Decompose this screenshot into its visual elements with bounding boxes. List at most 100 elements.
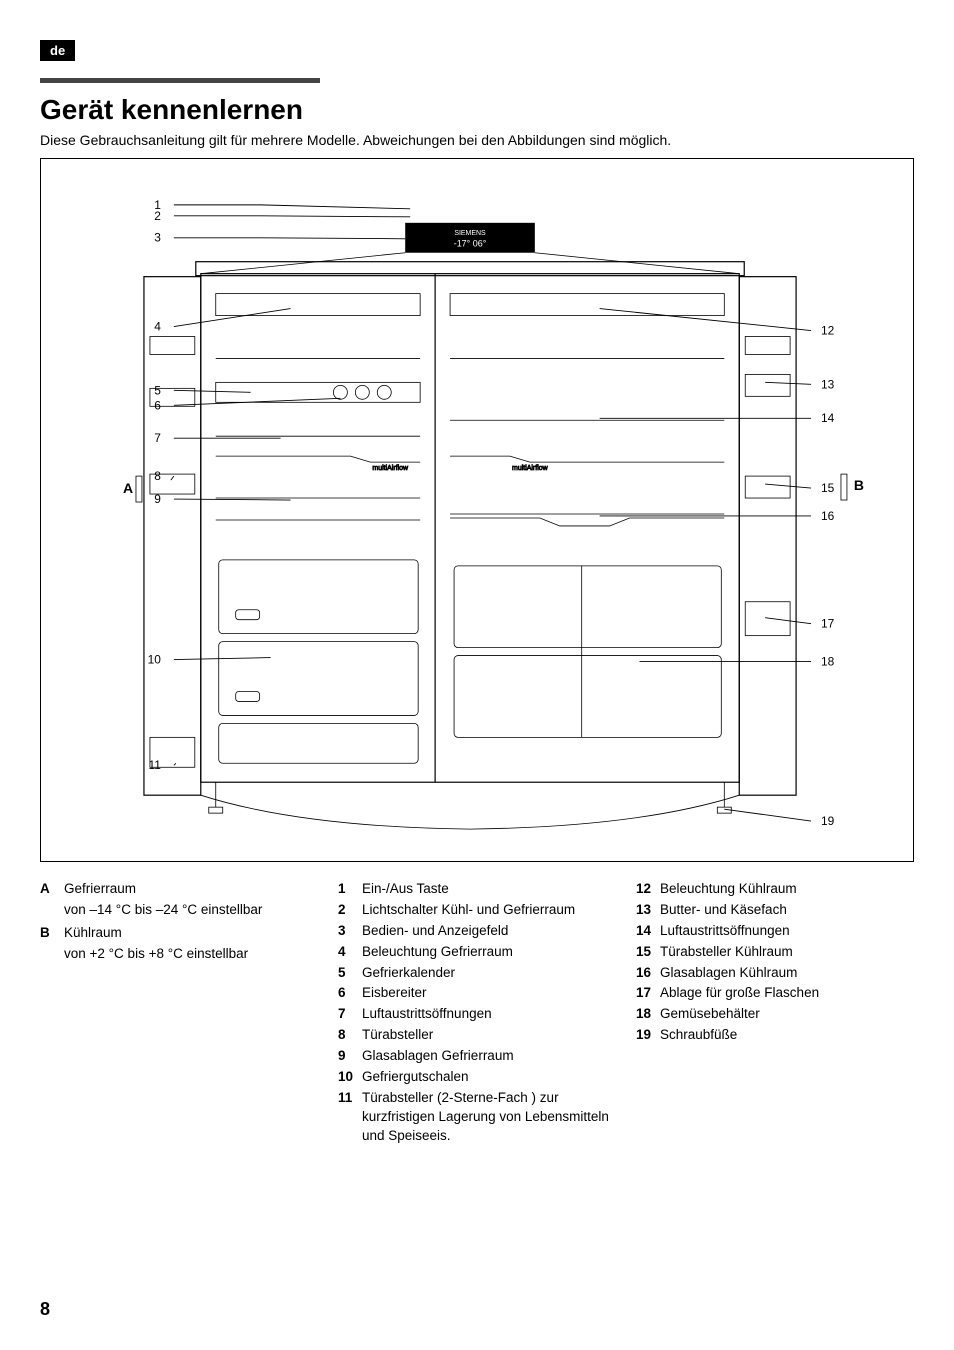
legend-row: B Kühlraum — [40, 924, 318, 943]
callout-num: 11 — [148, 758, 161, 772]
legend-row: 1 Ein-/Aus Taste — [338, 880, 616, 899]
legend-sub: von –14 °C bis –24 °C einstellbar — [64, 901, 318, 920]
legend-key: 6 — [338, 984, 362, 1003]
callout-num: 13 — [821, 377, 835, 391]
legend-row: 17 Ablage für große Flaschen — [636, 984, 914, 1003]
legend-key: 9 — [338, 1047, 362, 1066]
heading-rule — [40, 78, 320, 83]
legend-text: Gefrierkalender — [362, 964, 455, 983]
legend-row: 5 Gefrierkalender — [338, 964, 616, 983]
compartment-label-a: A — [123, 480, 133, 496]
legend-col-2: 12 Beleuchtung Kühlraum 13 Butter- und K… — [636, 880, 914, 1148]
legend-key: 18 — [636, 1005, 660, 1024]
legend-row: 19 Schraubfüße — [636, 1026, 914, 1045]
callout-num: 5 — [154, 383, 161, 397]
page-number: 8 — [40, 1299, 50, 1320]
svg-text:multiAirflow: multiAirflow — [512, 465, 549, 472]
legend-key: 19 — [636, 1026, 660, 1045]
legend-row: 8 Türabsteller — [338, 1026, 616, 1045]
intro-text: Diese Gebrauchsanleitung gilt für mehrer… — [40, 132, 671, 148]
legend-row: 6 Eisbereiter — [338, 984, 616, 1003]
legend-row: 13 Butter- und Käsefach — [636, 901, 914, 920]
legend-row: 9 Glasablagen Gefrierraum — [338, 1047, 616, 1066]
legend-key: 14 — [636, 922, 660, 941]
legend-key: 13 — [636, 901, 660, 920]
callout-num: 14 — [821, 411, 835, 425]
legend-key: 2 — [338, 901, 362, 920]
legend-key: 4 — [338, 943, 362, 962]
legend-text: Gemüsebehälter — [660, 1005, 760, 1024]
legend-text: Ein-/Aus Taste — [362, 880, 449, 899]
callout-num: 6 — [154, 398, 161, 412]
legend-row: 12 Beleuchtung Kühlraum — [636, 880, 914, 899]
legend-key: 15 — [636, 943, 660, 962]
legend-key: B — [40, 924, 64, 943]
compartment-label-b: B — [854, 477, 864, 493]
callout-num: 2 — [154, 209, 161, 223]
legend-text: Türabsteller (2-Sterne-Fach ) zur kurzfr… — [362, 1089, 616, 1146]
legend-text: Schraubfüße — [660, 1026, 737, 1045]
legend-key: 11 — [338, 1089, 362, 1146]
legend-row: 16 Glasablagen Kühlraum — [636, 964, 914, 983]
legend-text: Türabsteller — [362, 1026, 433, 1045]
legend-text: Gefrierraum — [64, 880, 136, 899]
callout-num: 10 — [148, 653, 162, 667]
legend-key: 8 — [338, 1026, 362, 1045]
page-title: Gerät kennenlernen — [40, 94, 303, 126]
panel-temps: -17° 06° — [454, 239, 487, 249]
callout-num: 12 — [821, 324, 835, 338]
legend-key: 16 — [636, 964, 660, 983]
legend-col-compartments: A Gefrierraum von –14 °C bis –24 °C eins… — [40, 880, 318, 1148]
legend-key: 7 — [338, 1005, 362, 1024]
legend-text: Glasablagen Kühlraum — [660, 964, 797, 983]
legend-sub: von +2 °C bis +8 °C einstellbar — [64, 945, 318, 964]
appliance-diagram: SIEMENS -17° 06° multiAirflow multiAirfl… — [40, 158, 914, 862]
legend-row: 18 Gemüsebehälter — [636, 1005, 914, 1024]
legend-key: A — [40, 880, 64, 899]
legend-row: 2 Lichtschalter Kühl- und Gefrierraum — [338, 901, 616, 920]
legend-text: Ablage für große Flaschen — [660, 984, 819, 1003]
legend-text: Luftaustrittsöffnungen — [660, 922, 790, 941]
callout-num: 3 — [154, 231, 161, 245]
legend-key: 17 — [636, 984, 660, 1003]
callout-num: 19 — [821, 814, 835, 828]
callout-num: 18 — [821, 655, 835, 669]
legend-text: Gefriergutschalen — [362, 1068, 469, 1087]
legend-row: 3 Bedien- und Anzeigefeld — [338, 922, 616, 941]
legend-row: 4 Beleuchtung Gefrierraum — [338, 943, 616, 962]
svg-text:multiAirflow: multiAirflow — [372, 465, 409, 472]
callout-num: 9 — [154, 492, 161, 506]
legend-text: Kühlraum — [64, 924, 122, 943]
legend-row: 11 Türabsteller (2-Sterne-Fach ) zur kur… — [338, 1089, 616, 1146]
legend-key: 12 — [636, 880, 660, 899]
callout-num: 15 — [821, 481, 835, 495]
legend-text: Beleuchtung Kühlraum — [660, 880, 797, 899]
legend-text: Glasablagen Gefrierraum — [362, 1047, 514, 1066]
legend-col-1: 1 Ein-/Aus Taste 2 Lichtschalter Kühl- u… — [338, 880, 616, 1148]
legend: A Gefrierraum von –14 °C bis –24 °C eins… — [40, 880, 914, 1148]
legend-key: 1 — [338, 880, 362, 899]
legend-text: Türabsteller Kühlraum — [660, 943, 793, 962]
legend-row: A Gefrierraum — [40, 880, 318, 899]
legend-row: 14 Luftaustrittsöffnungen — [636, 922, 914, 941]
diagram-svg: SIEMENS -17° 06° multiAirflow multiAirfl… — [41, 159, 913, 861]
language-badge: de — [40, 40, 75, 61]
legend-text: Luftaustrittsöffnungen — [362, 1005, 492, 1024]
callout-num: 7 — [154, 431, 161, 445]
callout-num: 8 — [154, 469, 161, 483]
callout-num: 4 — [154, 320, 161, 334]
legend-key: 5 — [338, 964, 362, 983]
panel-brand: SIEMENS — [454, 230, 486, 237]
callout-num: 16 — [821, 509, 835, 523]
legend-row: 7 Luftaustrittsöffnungen — [338, 1005, 616, 1024]
callout-num: 17 — [821, 617, 835, 631]
legend-row: 10 Gefriergutschalen — [338, 1068, 616, 1087]
legend-text: Lichtschalter Kühl- und Gefrierraum — [362, 901, 575, 920]
legend-text: Eisbereiter — [362, 984, 427, 1003]
legend-text: Butter- und Käsefach — [660, 901, 787, 920]
legend-key: 10 — [338, 1068, 362, 1087]
legend-text: Beleuchtung Gefrierraum — [362, 943, 513, 962]
legend-key: 3 — [338, 922, 362, 941]
legend-row: 15 Türabsteller Kühlraum — [636, 943, 914, 962]
legend-text: Bedien- und Anzeigefeld — [362, 922, 508, 941]
